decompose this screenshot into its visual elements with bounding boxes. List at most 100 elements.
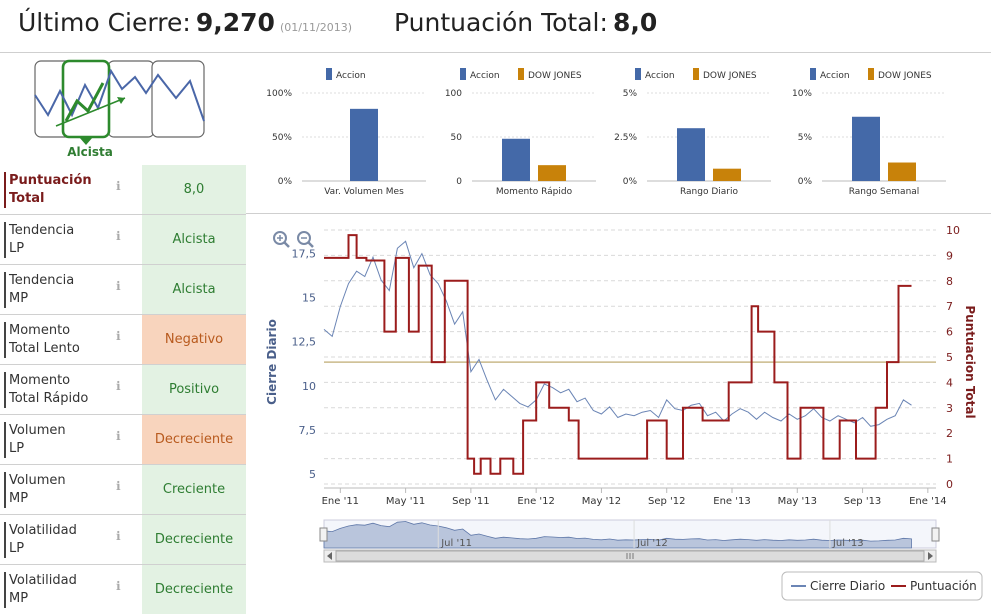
y-right-axis-title: Puntuacion Total <box>963 305 977 418</box>
x-tick-label: Sep '12 <box>648 496 686 507</box>
header: Último Cierre: 9,270 (01/11/2013) Puntua… <box>0 0 991 53</box>
y-right-tick-label: 5 <box>946 351 953 364</box>
bar-chart-4: Accion DOW JONES 10% 5% 0% Rango Semanal <box>792 68 946 197</box>
indicator-name: Tendencia LP <box>4 222 121 258</box>
bar-chart-title: Momento Rápido <box>496 187 573 197</box>
y-tick-label: 0% <box>798 177 813 187</box>
signal-label: Alcista <box>67 145 113 159</box>
bar-chart-title: Rango Diario <box>680 187 739 197</box>
y-tick-label: 2.5% <box>614 133 637 143</box>
score-series-line <box>324 234 912 475</box>
legend-label: DOW JONES <box>878 71 932 81</box>
x-tick-label: Ene '11 <box>322 496 359 507</box>
legend-label: Accion <box>645 71 675 81</box>
info-icon[interactable]: ℹ <box>116 429 121 443</box>
legend-swatch <box>326 68 332 80</box>
zoom-in-lens <box>273 231 287 245</box>
indicator-value: Negativo <box>142 315 246 364</box>
indicator-name: Puntuación Total <box>4 172 121 208</box>
indicator-row: Volatilidad LP ℹ Decreciente <box>0 515 246 565</box>
zoom-out-handle <box>307 241 314 248</box>
x-tick-label: May '13 <box>778 496 817 507</box>
indicator-value: Alcista <box>142 265 246 314</box>
indicator-value: Decreciente <box>142 515 246 564</box>
info-icon[interactable]: ℹ <box>116 279 121 293</box>
y-right-tick-label: 1 <box>946 453 953 466</box>
info-icon[interactable]: ℹ <box>116 579 121 593</box>
y-tick-label: 5% <box>623 89 638 99</box>
y-tick-label: 100 <box>445 89 462 99</box>
price-series-line <box>323 240 912 427</box>
y-left-tick-label: 15 <box>302 292 316 305</box>
zoom-out-icon[interactable] <box>297 231 314 248</box>
signal-price-line <box>34 68 205 122</box>
y-tick-label: 50 <box>451 133 463 143</box>
info-icon[interactable]: ℹ <box>116 479 121 493</box>
legend-label-price: Cierre Diario <box>810 579 885 593</box>
y-left-tick-label: 17,5 <box>292 248 317 261</box>
y-right-tick-label: 9 <box>946 249 953 262</box>
indicator-value: 8,0 <box>142 165 246 214</box>
y-left-tick-label: 5 <box>309 468 316 481</box>
indicator-name: Volatilidad MP <box>4 572 121 608</box>
bar-accion <box>677 128 705 181</box>
y-right-tick-label: 10 <box>946 224 960 237</box>
bar-dow-jones <box>713 168 741 181</box>
bar-accion <box>852 116 880 181</box>
price-score-chart: Ene '11 May '11 Sep '11 Ene '12 May '12 Sep '… <box>265 224 983 601</box>
y-right-tick-label: 4 <box>946 376 953 389</box>
legend-label: Accion <box>820 71 850 81</box>
signal-box-range[interactable] <box>151 60 205 138</box>
bar-chart-1: Accion 100% 50% 0% Var. Volumen Mes <box>266 68 426 197</box>
indicator-row: Tendencia LP ℹ Alcista <box>0 215 246 265</box>
indicator-value: Positivo <box>142 365 246 414</box>
navigator-right-handle[interactable] <box>931 527 940 542</box>
bar-chart-2: Accion DOW JONES 100 50 0 Momento Rápido <box>445 68 596 197</box>
legend-swatch <box>810 68 816 80</box>
zoom-out-lens <box>297 231 311 245</box>
info-icon[interactable]: ℹ <box>116 379 121 393</box>
zoom-in-handle <box>283 241 290 248</box>
indicator-name: Momento Total Lento <box>4 322 121 358</box>
scroll-right-icon <box>928 552 933 560</box>
signal-bull-line <box>64 82 105 122</box>
info-icon[interactable]: ℹ <box>116 329 121 343</box>
last-close: Último Cierre: 9,270 (01/11/2013) <box>18 8 352 37</box>
bar-chart-title: Var. Volumen Mes <box>324 187 404 197</box>
bar-accion <box>350 108 378 181</box>
bar-dow-jones <box>538 165 566 181</box>
y-tick-label: 50% <box>272 133 292 143</box>
last-close-value: 9,270 <box>195 8 275 37</box>
indicator-row: Momento Total Rápido ℹ Positivo <box>0 365 246 415</box>
info-icon[interactable]: ℹ <box>116 229 121 243</box>
y-tick-label: 5% <box>798 133 813 143</box>
indicator-name: Volumen MP <box>4 472 121 508</box>
y-tick-label: 0% <box>278 177 293 187</box>
zoom-in-icon[interactable] <box>273 231 290 248</box>
indicator-row: Momento Total Lento ℹ Negativo <box>0 315 246 365</box>
navigator-series <box>323 521 912 549</box>
y-right-tick-label: 3 <box>946 402 953 415</box>
legend-swatch <box>693 68 699 80</box>
navigator-scrollbar[interactable] <box>323 549 937 563</box>
y-right-tick-label: 2 <box>946 427 953 440</box>
info-icon[interactable]: ℹ <box>116 529 121 543</box>
info-icon[interactable]: ℹ <box>116 179 121 193</box>
navigator-label: Jul '11 <box>440 538 472 549</box>
bar-dow-jones <box>888 162 916 181</box>
legend-box <box>781 571 983 601</box>
legend-label: DOW JONES <box>528 71 582 81</box>
navigator-left-handle[interactable] <box>319 527 328 542</box>
scroll-left-icon <box>327 552 332 560</box>
y-tick-label: 0% <box>623 177 638 187</box>
y-tick-label: 10% <box>792 89 812 99</box>
x-tick-label: Ene '14 <box>909 496 946 507</box>
indicator-row: Volumen LP ℹ Decreciente <box>0 415 246 465</box>
indicator-value: Decreciente <box>142 415 246 464</box>
signal-box-neutral[interactable] <box>107 60 155 138</box>
x-tick-label: Sep '11 <box>452 496 490 507</box>
legend-label: DOW JONES <box>703 71 757 81</box>
indicator-bar-charts: Accion 100% 50% 0% Var. Volumen Mes Accion DOW… <box>246 68 991 214</box>
legend-label: Accion <box>336 71 366 81</box>
navigator-label: Jul '12 <box>636 538 668 549</box>
